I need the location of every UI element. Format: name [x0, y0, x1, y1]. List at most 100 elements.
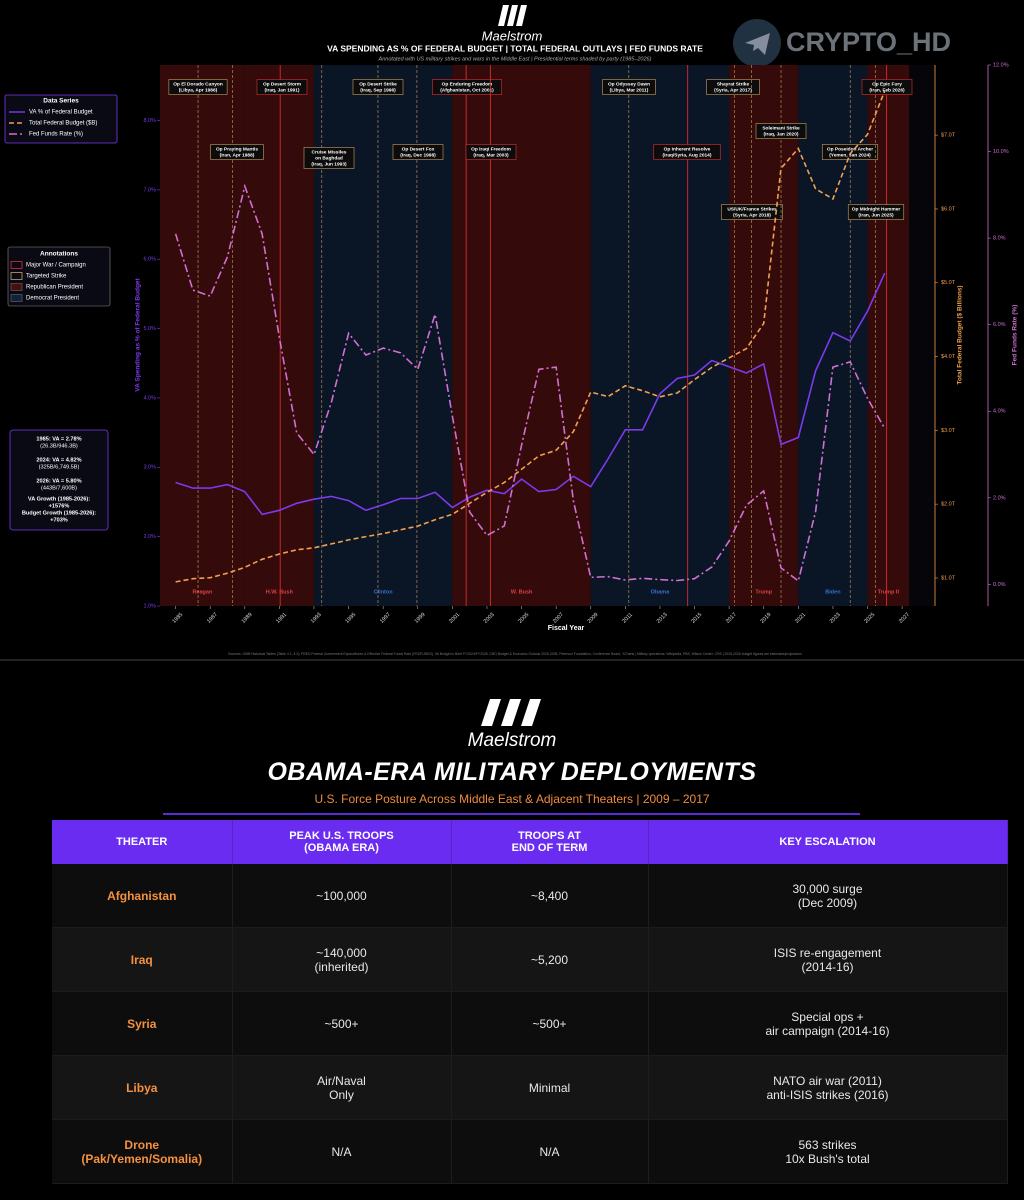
annotation-text: (Iraq, Jan 1991): [265, 87, 300, 93]
series-line: [175, 90, 886, 583]
y3-axis-title: Fed Funds Rate (%): [1012, 305, 1019, 366]
table-cell: ~5,200: [451, 927, 649, 992]
annotation-box: [721, 204, 783, 220]
legend-label: Democrat President: [26, 296, 79, 302]
annotation-text: (Syria, Apr 2017): [714, 87, 752, 93]
annotation-text: Op Iraqi Freedom: [471, 146, 511, 152]
annotation-text: (Libya, Apr 1986): [179, 87, 218, 93]
x-tick-label: 1985: [171, 612, 184, 625]
y-tick-label: $5.0T: [941, 280, 956, 286]
legend-swatch: [10, 261, 23, 269]
y-tick-label: 7.0%: [143, 187, 156, 193]
legend-title: Annotations: [40, 251, 78, 258]
table-cell: ISIS re-engagement (2014-16): [648, 927, 1008, 992]
header-row: THEATER PEAK U.S. TROOPS (OBAMA ERA) TROOP…: [52, 820, 1008, 864]
x-tick-label: 1993: [310, 612, 323, 625]
annotation-text: (Iran, Apr 1988): [220, 152, 255, 158]
annotation-text: (Iran, Feb 2026): [869, 87, 905, 93]
annotation-text: US/UK/France Strikes: [727, 206, 777, 212]
annotation-box: [168, 79, 228, 95]
annotation-text: Op Desert Strike: [359, 81, 397, 87]
table-title: OBAMA-ERA MILITARY DEPLOYMENTS: [267, 758, 757, 786]
y-axis-title: VA Spending as % of Federal Budget: [135, 277, 142, 391]
y-tick-label: 6.0%: [993, 322, 1006, 328]
stats-text: 2024: VA = 4.82%: [36, 457, 81, 463]
annotation-text: (Iraq, Sep 1996): [360, 87, 396, 93]
table-row: Iraq ~140,000 (inherited) ~5,200 ISIS re-en…: [52, 927, 1008, 992]
x-tick-label: 1997: [379, 612, 392, 625]
stats-text: (325B/6,749.5B): [39, 464, 80, 470]
stats-text: (443B/7,600B): [41, 485, 77, 491]
brand: Maelstrom: [467, 730, 557, 751]
annotation-text: (Iraq, Dec 1998): [400, 152, 436, 158]
annotation-text: (Syria, Apr 2018): [733, 212, 771, 218]
title-rule: [163, 813, 860, 815]
table-cell: 563 strikes 10x Bush's total: [648, 1119, 1008, 1184]
president-label: Obama: [651, 589, 671, 595]
annotation-text: on Baghdad: [315, 155, 343, 161]
plot-layer: Reagan H.W. Bush Clinton W. Bush Obama Trump B…: [4, 62, 1009, 625]
annotation-box: [432, 79, 502, 95]
x-tick-label: 2005: [517, 612, 530, 625]
legend-label: Major War / Campaign: [26, 263, 86, 269]
x-tick-label: 2015: [690, 612, 703, 625]
annotation-text: (Yemen, Jan 2024): [829, 152, 871, 158]
y-tick-label: 12.0%: [993, 62, 1009, 68]
annotation-text: Op El Dorado Canyon: [173, 81, 223, 87]
y-tick-label: $3.0T: [941, 428, 956, 434]
stats-text: (26.3B/946.3B): [40, 443, 78, 449]
y-tick-label: 6.0%: [143, 257, 156, 263]
president-label: Reagan: [192, 589, 213, 595]
x-tick-label: 2013: [656, 612, 669, 625]
y-tick-label: 0.0%: [993, 582, 1006, 588]
stats-text: 1985: VA = 2.78%: [36, 436, 81, 442]
y-tick-label: 5.0%: [143, 326, 156, 332]
legend-label: Targeted Strike: [26, 274, 67, 280]
annotation-text: Op Enduring Freedom: [442, 81, 493, 87]
source-note: Sources: OMB Historical Tables (Table 4.…: [228, 652, 802, 656]
y-tick-label: 2.0%: [993, 495, 1006, 501]
table-cell: ~100,000: [232, 864, 452, 928]
president-label: Trump: [755, 589, 772, 595]
annotation-box: [352, 79, 404, 95]
legend-box: [4, 94, 118, 144]
x-axis-title: Fiscal Year: [548, 625, 585, 632]
stats-text: +703%: [50, 517, 68, 523]
table-cell: ~500+: [232, 991, 452, 1056]
president-label: H.W. Bush: [266, 589, 294, 595]
theater-cell: Libya: [52, 1055, 233, 1120]
table-cell: ~8,400: [451, 864, 649, 928]
table-row: Drone (Pak/Yemen/Somalia) N/A N/A 563 strik…: [52, 1119, 1008, 1184]
stats-text: Budget Growth (1985-2026):: [22, 510, 96, 516]
x-tick-label: 2021: [794, 612, 807, 625]
x-tick-label: 2009: [587, 612, 600, 625]
x-tick-label: 2011: [621, 612, 634, 625]
annotation-box: [303, 147, 355, 169]
table-cell: Minimal: [451, 1055, 649, 1120]
table-row: Syria ~500+ ~500+ Special ops + air campaig…: [52, 991, 1008, 1056]
y-tick-label: $2.0T: [941, 502, 956, 508]
watermark-text: CRYPTO_HD: [786, 27, 951, 57]
y2-axis-title: Total Federal Budget ($ Billions): [957, 285, 964, 384]
y-tick-label: $4.0T: [941, 354, 956, 360]
column-header: PEAK U.S. TROOPS (OBAMA ERA): [232, 820, 452, 864]
stats-box: [9, 429, 109, 531]
x-tick-label: 2003: [483, 612, 496, 625]
annotation-text: Op Inherent Resolve: [664, 146, 711, 152]
annotation-text: Op Poseidon Archer: [827, 146, 873, 152]
x-tick-label: 2027: [898, 612, 911, 625]
top-logo: [498, 5, 527, 26]
legend-swatch: [10, 294, 23, 302]
y-tick-label: 4.0%: [143, 395, 156, 401]
annotation-box: [210, 144, 264, 160]
y-tick-label: $1.0T: [941, 575, 956, 581]
president-label: Biden: [825, 589, 841, 595]
annotation-box: [821, 144, 879, 160]
president-label: Trump II: [878, 589, 900, 595]
annotation-box: [256, 79, 308, 95]
annotation-text: (Afghanistan, Oct 2001): [440, 87, 494, 93]
theater-cell: Syria: [52, 991, 233, 1056]
column-header: TROOPS AT END OF TERM: [451, 820, 649, 864]
table-cell: Special ops + air campaign (2014-16): [648, 991, 1008, 1056]
